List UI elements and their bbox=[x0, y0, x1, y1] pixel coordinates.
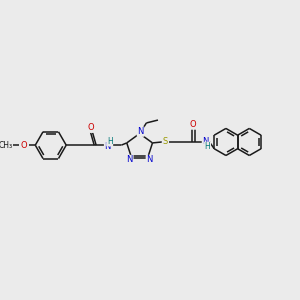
Text: N: N bbox=[127, 155, 133, 164]
Text: O: O bbox=[20, 141, 27, 150]
Text: H: H bbox=[205, 142, 210, 151]
Text: S: S bbox=[162, 137, 168, 146]
Text: CH₃: CH₃ bbox=[0, 141, 12, 150]
Text: N: N bbox=[137, 127, 144, 136]
Text: N: N bbox=[146, 155, 153, 164]
Text: H: H bbox=[107, 137, 112, 146]
Text: N: N bbox=[105, 142, 111, 151]
Text: O: O bbox=[87, 123, 94, 132]
Text: N: N bbox=[202, 137, 209, 146]
Text: O: O bbox=[190, 120, 196, 129]
